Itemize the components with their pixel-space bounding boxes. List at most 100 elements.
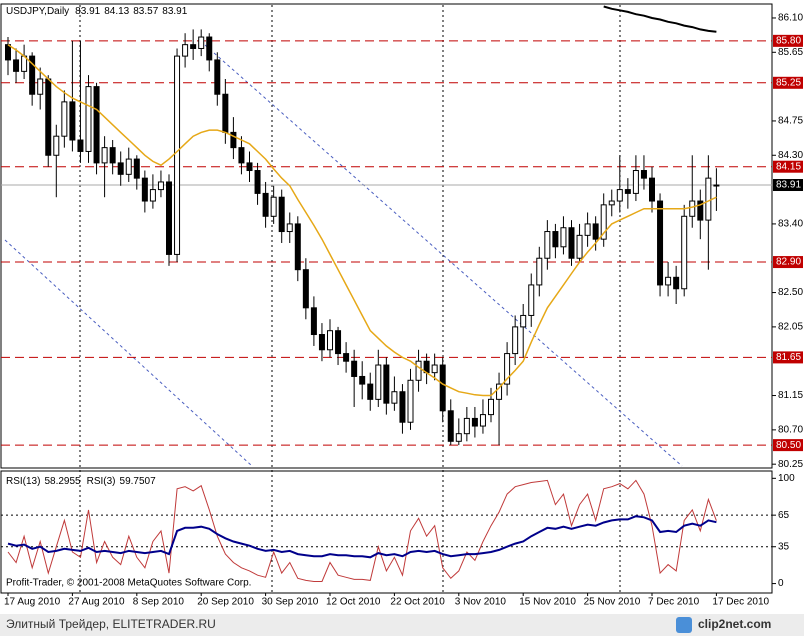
candle-body [673, 276, 680, 290]
rsi-legend: RSI(13) 58.2955 RSI(3) 59.7507 [6, 476, 156, 487]
candle-body [649, 177, 655, 202]
x-tick-label: 15 Nov 2010 [519, 597, 576, 608]
x-tick-label: 27 Aug 2010 [68, 597, 125, 608]
candle-body [705, 177, 712, 221]
rsi-line [7, 515, 717, 559]
logo [676, 617, 692, 633]
header-value: 83.91 [75, 6, 100, 17]
legend-value: 58.2955 [44, 476, 81, 487]
candle-body [133, 158, 140, 179]
y-tick-label: 0 [778, 578, 784, 589]
chart-title: USDJPY,Daily [6, 6, 69, 17]
candle-body [512, 326, 519, 355]
candle-body [496, 383, 503, 400]
level-label-box [773, 256, 803, 269]
candle-body [230, 131, 237, 149]
candle-body [214, 59, 221, 95]
candle-body [222, 93, 229, 133]
candle-body [182, 44, 189, 57]
candle-body [5, 44, 11, 61]
candle-body [125, 158, 132, 175]
y-tick-label: 65 [778, 510, 790, 521]
candle-body [536, 257, 543, 286]
candle-body [463, 417, 470, 435]
y-tick-label: 86.10 [778, 13, 803, 24]
candle-body [407, 379, 414, 423]
candle-body [616, 189, 623, 202]
candle-body [246, 162, 253, 172]
watermark-strip [0, 614, 804, 636]
candle-body [101, 147, 108, 164]
y-tick-label: 84.30 [778, 150, 803, 161]
candle-body [61, 101, 68, 137]
header-value: 84.13 [104, 6, 129, 17]
candle-body [632, 170, 639, 194]
y-tick-label: 81.15 [778, 390, 803, 401]
main-pane [0, 3, 773, 469]
rsi-plot [1, 479, 772, 582]
level-label: 85.25 [776, 77, 801, 88]
candle-body [359, 375, 366, 385]
trend-line [204, 44, 683, 467]
candle-body [431, 364, 438, 374]
y-tick-label: 82.05 [778, 322, 803, 333]
candle-body [504, 353, 511, 385]
candle-body [45, 78, 52, 156]
y-tick-label: 80.25 [778, 459, 803, 470]
main-plot [1, 5, 772, 446]
footer: Profit-Trader, © 2001-2008 MetaQuotes So… [6, 578, 251, 589]
candle-body [568, 227, 575, 259]
candle-body [455, 433, 462, 442]
candle-body [713, 184, 720, 187]
x-tick-label: 20 Sep 2010 [197, 597, 254, 608]
level-label-box [773, 351, 803, 364]
legend-name: RSI(13) [6, 476, 40, 487]
candle-body [13, 59, 20, 72]
level-label: 84.15 [776, 161, 801, 172]
x-tick-label: 30 Sep 2010 [262, 597, 319, 608]
candle-body [93, 86, 100, 164]
last-price-label: 83.91 [776, 180, 801, 191]
candle-body [375, 364, 382, 400]
candle-body [544, 231, 551, 259]
candle-body [351, 360, 358, 377]
candle-body [608, 200, 615, 206]
candle-body [198, 36, 205, 49]
candle-body [262, 192, 269, 217]
candle-body [335, 330, 342, 355]
y-tick-label: 84.75 [778, 116, 803, 127]
y-tick-label: 35 [778, 541, 790, 552]
candle-body [552, 231, 559, 248]
candle-body [681, 215, 688, 290]
candle-body [479, 414, 486, 427]
x-tick-label: 17 Aug 2010 [4, 597, 61, 608]
candle-body [640, 170, 647, 179]
candle-body [166, 181, 172, 255]
candle-body [318, 334, 325, 351]
candle-body [29, 55, 36, 95]
level-label: 85.80 [776, 35, 801, 46]
candle-body [488, 398, 494, 416]
trend-line [4, 239, 253, 467]
candle-body [302, 269, 309, 309]
candle-body [190, 44, 197, 49]
level-label-box [773, 76, 803, 89]
candle-body [174, 55, 181, 255]
y-tick-label: 80.70 [778, 425, 803, 436]
level-label-box [773, 160, 803, 173]
candle-body [286, 223, 293, 233]
candle-body [689, 200, 696, 217]
x-tick-label: 8 Sep 2010 [133, 597, 185, 608]
candle-body [367, 383, 374, 400]
header-value: 83.57 [133, 6, 158, 17]
candle-body [206, 36, 213, 61]
candle-body [576, 234, 583, 259]
candle-body [109, 147, 116, 164]
candle-body [254, 170, 261, 194]
header-value: 83.91 [162, 6, 187, 17]
y-tick-label: 83.40 [778, 219, 803, 230]
candle-body [471, 417, 478, 427]
level-label-box [773, 34, 803, 47]
x-tick-label: 7 Dec 2010 [648, 597, 700, 608]
candle-body [270, 196, 277, 217]
